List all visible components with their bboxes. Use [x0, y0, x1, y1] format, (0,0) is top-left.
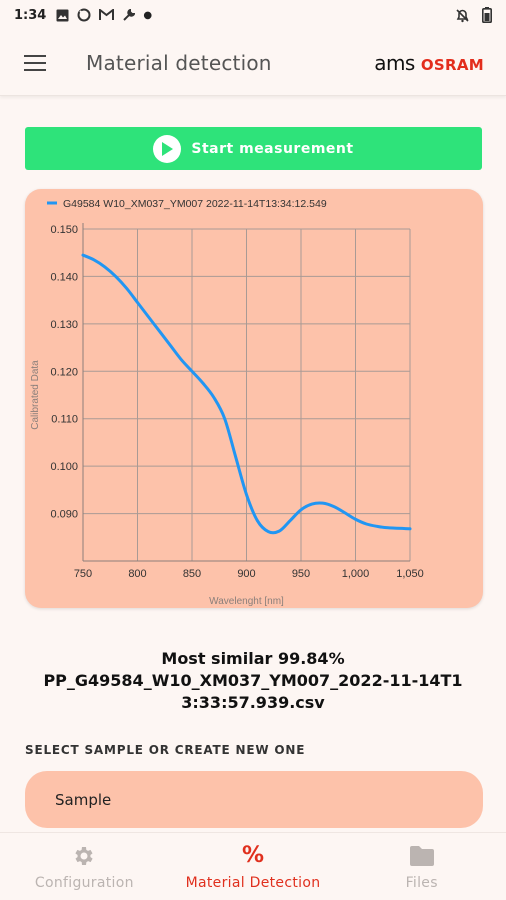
similarity-score: Most similar 99.84% [161, 649, 345, 668]
page-title: Material detection [86, 50, 272, 75]
select-sample-heading: SELECT SAMPLE OR CREATE NEW ONE [25, 743, 306, 757]
gear-icon [72, 843, 96, 869]
y-tick-label: 0.100 [50, 461, 78, 473]
hamburger-icon [24, 54, 46, 71]
y-tick-label: 0.150 [50, 224, 78, 236]
nav-material-detection-label: Material Detection [185, 874, 321, 891]
x-tick-label: 900 [237, 568, 255, 580]
x-tick-label: 850 [183, 568, 201, 580]
app-bar: Material detection ams OSRAM [0, 30, 506, 96]
status-bar: 1:34 ● [0, 0, 506, 30]
nav-files[interactable]: Files [337, 833, 506, 900]
x-tick-label: 1,000 [342, 568, 370, 580]
start-measurement-button[interactable]: Start measurement [25, 127, 482, 170]
y-axis-title: Calibrated Data [30, 360, 41, 430]
sample-select-value: Sample [55, 790, 112, 809]
sample-select[interactable]: Sample [25, 771, 483, 828]
menu-button[interactable] [0, 30, 70, 96]
logo-ams: ams [374, 50, 415, 75]
nav-configuration-label: Configuration [34, 874, 134, 891]
percent-icon: % [241, 843, 265, 868]
y-tick-label: 0.110 [51, 414, 78, 426]
y-tick-label: 0.120 [50, 366, 78, 378]
x-axis-title: Wavelenght [nm] [209, 596, 284, 607]
x-tick-label: 800 [128, 568, 146, 580]
folder-icon [409, 843, 435, 869]
start-measurement-label: Start measurement [191, 140, 354, 157]
nav-configuration[interactable]: Configuration [0, 833, 169, 900]
x-tick-label: 750 [74, 568, 92, 580]
wrench-icon [123, 8, 136, 21]
nav-material-detection[interactable]: % Material Detection [169, 833, 338, 900]
bottom-navigation: Configuration % Material Detection Files [0, 832, 506, 900]
x-tick-label: 1,050 [396, 568, 424, 580]
series-line [81, 253, 412, 535]
matched-file-line1: PP_G49584_W10_XM037_YM007_2022-11-14T1 [43, 671, 463, 690]
play-icon [153, 134, 182, 163]
y-tick-label: 0.130 [50, 319, 78, 331]
y-tick-label: 0.140 [50, 271, 78, 283]
notifications-off-icon [456, 8, 469, 22]
legend-label: G49584 W10_XM037_YM007 2022-11-14T13:34:… [63, 198, 327, 210]
gmail-icon [99, 9, 115, 20]
nav-files-label: Files [405, 874, 438, 891]
dot-icon: ● [143, 9, 153, 21]
status-time: 1:34 [14, 7, 47, 23]
similarity-result: Most similar 99.84% PP_G49584_W10_XM037_… [0, 648, 506, 714]
sync-icon [77, 8, 91, 22]
spectrum-chart: 750 800 850 900 950 1,000 1,050 0.090 0.100 0.110… [30, 198, 424, 607]
brand-logo: ams OSRAM [374, 51, 484, 75]
x-tick-label: 950 [292, 568, 310, 580]
image-icon [56, 9, 69, 21]
chart-card: 750 800 850 900 950 1,000 1,050 0.090 0.100 0.110… [25, 189, 483, 608]
logo-osram: OSRAM [420, 55, 484, 74]
matched-file-line2: 3:33:57.939.csv [181, 693, 325, 712]
battery-icon [482, 7, 492, 23]
y-tick-label: 0.090 [50, 509, 78, 521]
